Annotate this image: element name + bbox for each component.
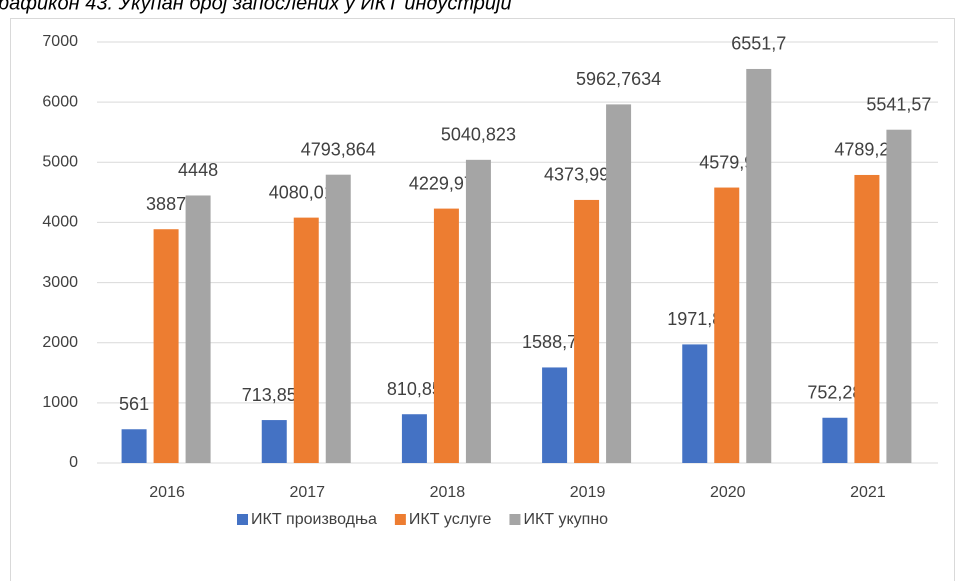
- value-label: 4793,864: [301, 139, 376, 159]
- y-tick-label: 7000: [42, 33, 78, 50]
- value-label: 713,851: [242, 385, 307, 405]
- x-tick-label: 2021: [850, 484, 886, 501]
- value-label: 3887: [146, 194, 186, 214]
- y-tick-label: 5000: [42, 154, 78, 171]
- legend-swatch: [394, 514, 406, 525]
- value-label: 5040,823: [441, 125, 516, 145]
- bar: [822, 417, 848, 463]
- legend-label: ИКТ производња: [251, 511, 377, 528]
- value-label: 561: [119, 394, 149, 414]
- y-tick-label: 6000: [42, 93, 78, 110]
- bar: [401, 414, 427, 463]
- legend-swatch: [237, 514, 248, 525]
- legend-label: ИКТ укупно: [523, 511, 608, 528]
- value-label: 4080,013: [269, 182, 344, 202]
- legend-swatch: [509, 514, 521, 525]
- x-tick-label: 2016: [149, 484, 185, 501]
- value-label: 1588,77: [522, 332, 587, 352]
- bar: [465, 159, 491, 463]
- y-tick-label: 3000: [42, 274, 78, 291]
- value-label: 1971,8: [667, 309, 722, 329]
- value-label: 4448: [178, 160, 218, 180]
- value-label: 5962,7634: [576, 69, 661, 89]
- value-label: 4229,973: [409, 173, 484, 193]
- bar: [886, 129, 912, 463]
- bar: [746, 68, 772, 464]
- y-tick-label: 4000: [42, 214, 78, 231]
- chart-title: Графикон 43. Укупан број запослених у ИК…: [0, 0, 512, 14]
- value-label: 810,85: [387, 379, 442, 399]
- value-label: 6551,7: [731, 34, 786, 54]
- value-label: 4789,29: [834, 140, 899, 160]
- y-tick-label: 1000: [42, 394, 78, 411]
- legend-label: ИКТ услуге: [409, 511, 492, 528]
- bar: [433, 208, 459, 463]
- bar: [121, 429, 147, 463]
- bar: [714, 187, 740, 463]
- chart-border: [10, 18, 955, 581]
- y-tick-label: 0: [69, 454, 78, 471]
- value-label: 752,28: [807, 383, 862, 403]
- bar: [682, 344, 708, 463]
- value-label: 5541,57: [866, 94, 931, 114]
- bar: [261, 420, 287, 463]
- bar: [153, 229, 179, 463]
- x-tick-label: 2017: [289, 484, 325, 501]
- bar: [542, 367, 568, 463]
- y-tick-label: 2000: [42, 334, 78, 351]
- bar: [574, 199, 600, 463]
- value-label: 4579,9: [699, 152, 754, 172]
- bar: [185, 195, 211, 464]
- x-tick-label: 2020: [710, 484, 746, 501]
- bar: [854, 174, 880, 463]
- x-tick-label: 2018: [430, 484, 466, 501]
- x-tick-label: 2019: [570, 484, 606, 501]
- bar: [293, 217, 319, 463]
- bar: [606, 104, 632, 463]
- bar: [325, 174, 351, 463]
